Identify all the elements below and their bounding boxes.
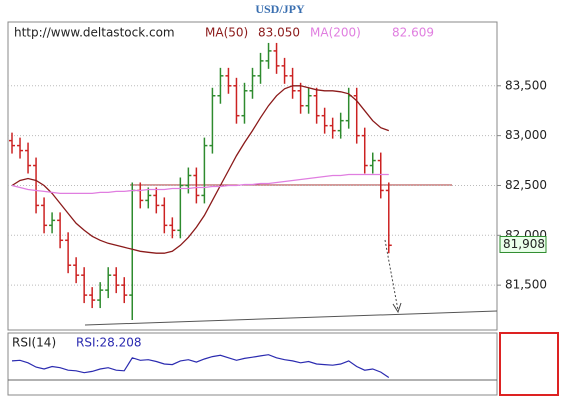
legend-ma200-value: 82.609 (392, 26, 434, 40)
moving-average (11, 85, 390, 254)
rsi-line (11, 354, 390, 378)
y-tick-label: 83,000 (505, 128, 547, 142)
highlight-box (499, 332, 559, 396)
legend-ma50-value: 83.050 (258, 26, 300, 40)
y-tick-label: 83,500 (505, 78, 547, 92)
price-panel (7, 21, 498, 331)
last-price-box (499, 235, 547, 253)
trend-line (84, 310, 498, 326)
chart-title: USD/JPY (255, 2, 305, 16)
y-tick-label: 81,500 (505, 278, 547, 292)
last-price-label: 81,908 (503, 237, 545, 251)
legend-ma200: MA(200) (310, 26, 361, 40)
y-tick-label: 82,500 (505, 178, 547, 192)
rsi-name: RSI(14) (12, 336, 56, 350)
legend-ma50: MA(50) (205, 26, 248, 40)
moving-average (11, 173, 389, 195)
rsi-value: RSI:28.208 (76, 336, 142, 350)
source: http://www.deltastock.com (14, 26, 175, 40)
rsi-panel (7, 332, 498, 396)
arrow-head (392, 302, 402, 314)
